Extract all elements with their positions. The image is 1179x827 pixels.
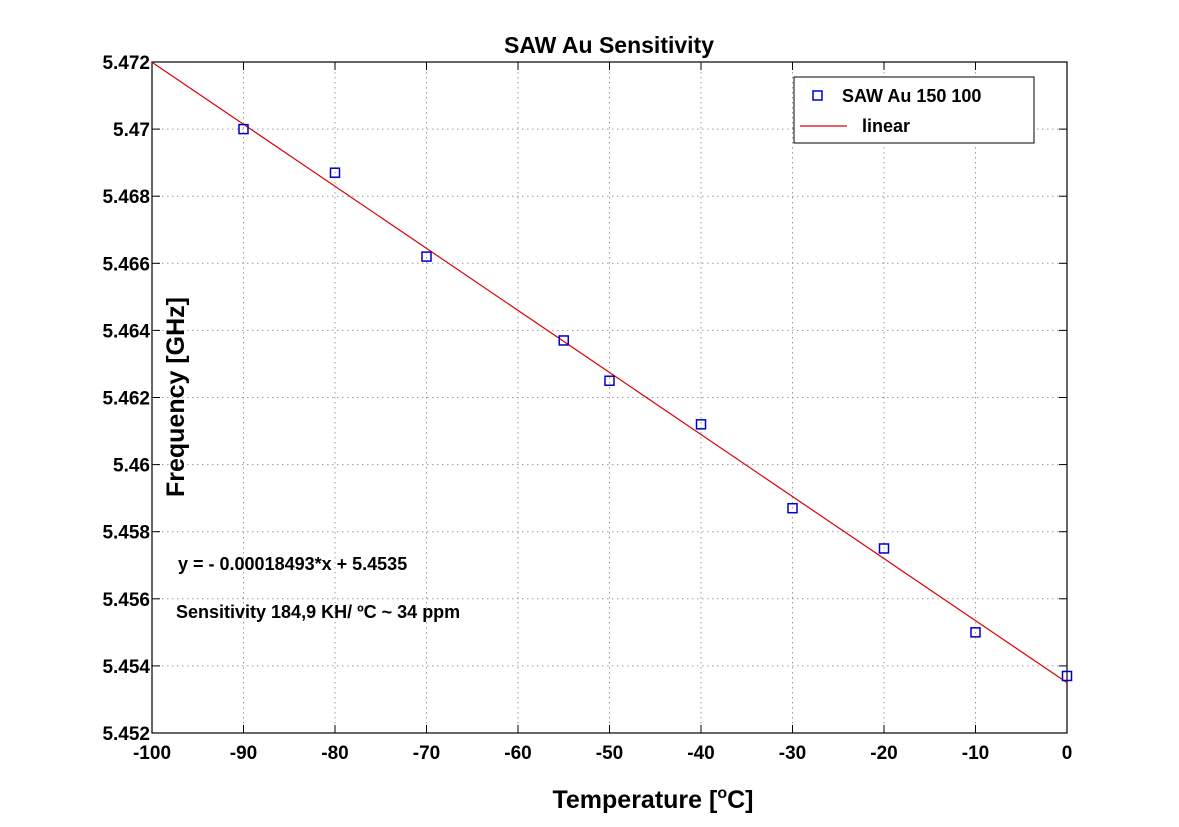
grid-lines — [152, 62, 1067, 733]
x-axis-label-text: Temperature — [552, 786, 702, 814]
scatter-point — [604, 375, 615, 386]
y-tick-label: 5.452 — [102, 724, 150, 745]
legend: SAW Au 150 100 linear — [793, 76, 1035, 144]
scatter-point — [238, 123, 249, 135]
legend-label-linear: linear — [862, 116, 910, 136]
y-tick-label: 5.462 — [102, 389, 150, 410]
x-tick-label: -90 — [230, 743, 257, 764]
legend-square-marker-icon — [812, 90, 823, 101]
sensitivity-annotation: Sensitivity 184,9 KH/ ºC ~ 34 ppm — [176, 602, 460, 622]
linear-fit-line — [151, 61, 1068, 684]
x-axis-label: Temperature [oC] — [552, 785, 753, 814]
y-tick-label: 5.472 — [102, 53, 150, 74]
y-tick-label: 5.46 — [113, 456, 150, 477]
x-tick-label: -60 — [504, 743, 531, 764]
y-tick-label: 5.468 — [102, 187, 150, 208]
fit-equation-annotation: y = - 0.00018493*x + 5.4535 — [178, 554, 407, 574]
y-tick-label: 5.464 — [102, 321, 150, 342]
x-tick-label: -70 — [413, 743, 440, 764]
scatter-point — [695, 419, 707, 430]
scatter-point — [558, 335, 569, 346]
legend-box — [793, 76, 1035, 144]
y-tick-label: 5.47 — [113, 120, 150, 141]
x-tick-label: 0 — [1062, 743, 1073, 764]
y-tick-label: 5.466 — [102, 254, 150, 275]
scatter-point — [329, 167, 341, 178]
y-tick-label: 5.458 — [102, 523, 150, 544]
x-tick-label: -10 — [962, 743, 989, 764]
x-axis-label-unit-rest: C] — [727, 786, 753, 814]
x-axis-label-unit-open: [ — [709, 786, 718, 814]
scatter-point — [421, 251, 432, 262]
y-axis-tick-labels: 5.452 5.454 5.456 5.458 5.46 5.462 5.464 5.466 5… — [102, 53, 150, 745]
y-tick-label: 5.454 — [102, 657, 150, 678]
axis-ticks — [151, 61, 1068, 734]
legend-label-scatter: SAW Au 150 100 — [842, 86, 981, 106]
y-tick-label: 5.456 — [102, 590, 150, 611]
x-axis-tick-labels: -100 -90 -80 -70 -60 -50 -40 -30 -20 -10 0 — [133, 743, 1072, 764]
x-tick-label: -100 — [133, 743, 171, 764]
x-tick-label: -50 — [596, 743, 623, 764]
scatter-point — [1061, 670, 1073, 682]
linear-fit-series — [151, 61, 1068, 684]
x-tick-label: -40 — [687, 743, 714, 764]
scatter-point — [787, 502, 798, 514]
x-tick-label: -80 — [321, 743, 348, 764]
scatter-point — [970, 627, 981, 638]
x-axis-label-degree: o — [717, 785, 727, 802]
chart-title: SAW Au Sensitivity — [504, 32, 714, 58]
y-axis-label: Frequency [GHz] — [162, 297, 190, 497]
saw-au-scatter-series — [238, 123, 1073, 682]
scatter-point — [878, 543, 890, 554]
x-tick-label: -30 — [779, 743, 806, 764]
x-tick-label: -20 — [870, 743, 897, 764]
